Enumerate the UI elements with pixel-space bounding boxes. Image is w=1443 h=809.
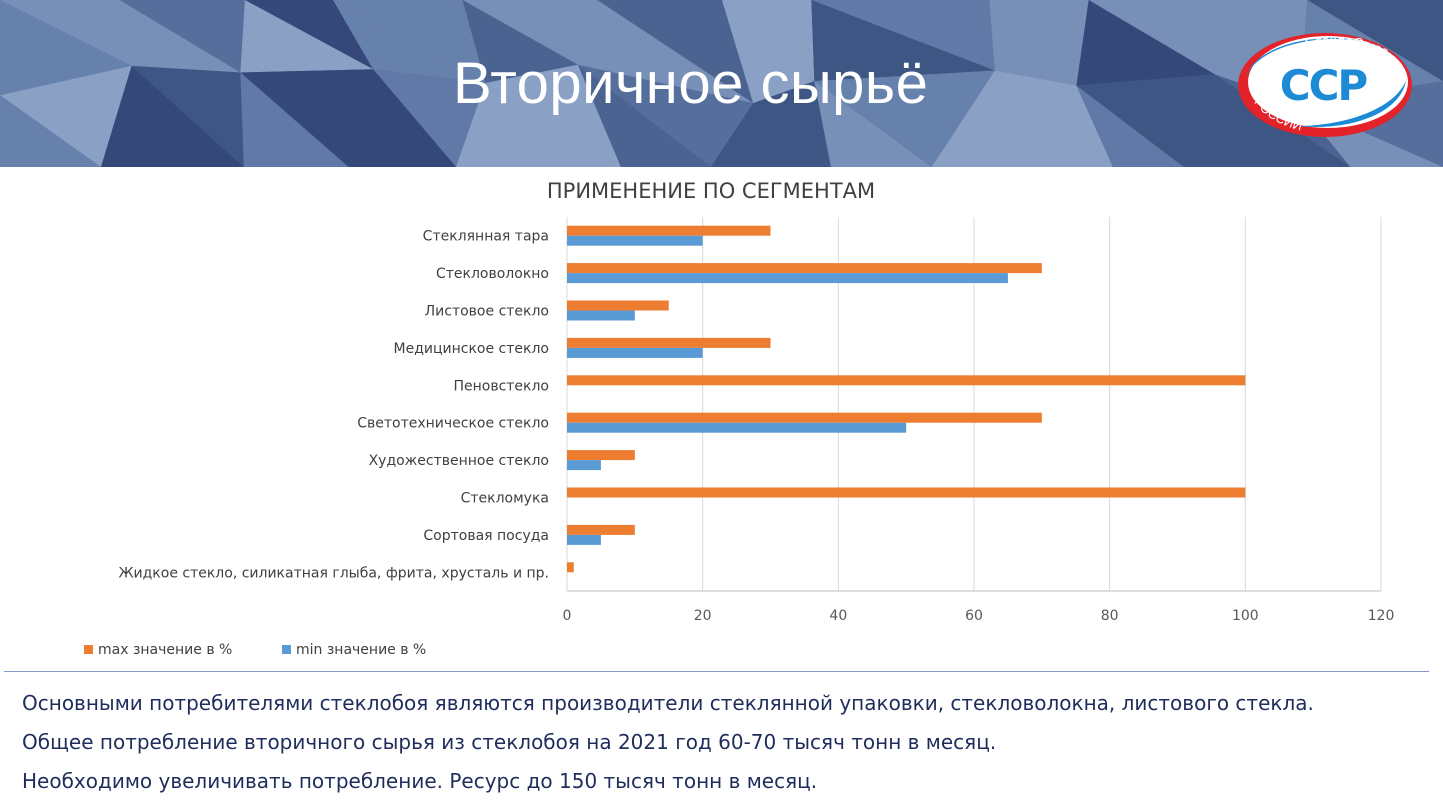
- category-label: Светотехническое стекло: [357, 416, 549, 432]
- chart-svg: ПРИМЕНЕНИЕ ПО СЕГМЕНТАМ 0 20 40 60 80 100 120 С…: [84, 179, 1395, 658]
- header-banner: Вторичное сырьё СтеклоСоюз РОССИИ ССР: [0, 0, 1443, 167]
- chart: ПРИМЕНЕНИЕ ПО СЕГМЕНТАМ 0 20 40 60 80 100 120 С…: [0, 167, 1443, 672]
- banner-facet: [1196, 0, 1299, 104]
- bar-min: [567, 422, 907, 433]
- steklosoyuz-logo: СтеклоСоюз РОССИИ ССР: [1236, 30, 1414, 140]
- x-tick-label: 0: [563, 608, 572, 624]
- banner-facet: [462, 0, 598, 65]
- legend-label: max значение в %: [98, 642, 232, 658]
- banner-facet: [240, 0, 374, 73]
- legend-label: min значение в %: [296, 642, 426, 658]
- bar-max: [567, 225, 771, 236]
- banner-facet: [456, 82, 621, 167]
- bar-max: [567, 337, 771, 348]
- banner-facet: [119, 0, 241, 73]
- bar-min: [567, 534, 601, 545]
- banner-facet: [333, 0, 486, 83]
- banner-facet: [462, 0, 578, 83]
- bar-min: [567, 273, 1008, 284]
- banner-facet: [597, 0, 754, 104]
- page-title: Вторичное сырьё: [453, 51, 929, 116]
- category-label: Стекловолокно: [436, 266, 549, 282]
- banner-facet: [577, 0, 754, 104]
- bar-max: [567, 487, 1246, 498]
- summary-line-3: Необходимо увеличивать потребление. Ресу…: [22, 769, 818, 793]
- banner-facet: [811, 0, 995, 82]
- banner-facet: [1076, 85, 1184, 167]
- summary-line-1: Основными потребителями стеклобоя являют…: [22, 691, 1314, 715]
- category-label: Сортовая посуда: [423, 528, 549, 544]
- banner-facet: [1076, 0, 1215, 86]
- divider: [4, 671, 1429, 672]
- x-tick-label: 20: [694, 608, 712, 624]
- category-label: Пеновстекло: [453, 378, 549, 394]
- banner-facet: [577, 64, 711, 167]
- banner-facet: [577, 64, 754, 167]
- bar-max: [567, 300, 669, 311]
- x-tick-label: 60: [965, 608, 983, 624]
- x-tick-label: 80: [1101, 608, 1119, 624]
- chart-title: ПРИМЕНЕНИЕ ПО СЕГМЕНТАМ: [547, 179, 875, 203]
- banner-facet: [753, 81, 831, 167]
- banner-facet: [989, 0, 1077, 86]
- svg-text:ССР: ССР: [1280, 61, 1368, 110]
- banner-facet: [485, 64, 621, 167]
- banner-facet: [1088, 0, 1215, 75]
- banner-facet: [0, 0, 132, 96]
- x-tick-label: 100: [1232, 608, 1259, 624]
- x-tick-label: 40: [829, 608, 847, 624]
- banner-facet: [0, 65, 132, 167]
- banner-facet: [931, 70, 1114, 167]
- summary-text: Основными потребителями стеклобоя являют…: [22, 686, 1314, 803]
- legend-swatch: [282, 645, 291, 654]
- banner-facet: [119, 0, 245, 73]
- banner-facet: [240, 69, 374, 167]
- banner-facet: [710, 103, 831, 167]
- category-label: Жидкое стекло, силикатная глыба, фрита, …: [118, 565, 549, 581]
- bar-max: [567, 450, 635, 461]
- summary-line-2: Общее потребление вторичного сырья из ст…: [22, 730, 997, 754]
- banner-facet: [244, 0, 374, 70]
- banner-facet: [994, 70, 1114, 167]
- category-label: Стеклянная тара: [423, 229, 549, 245]
- banner-facet: [721, 0, 815, 82]
- category-label: Художественное стекло: [369, 453, 549, 469]
- bar-max: [567, 375, 1246, 386]
- bar-min: [567, 460, 601, 471]
- bar-max: [567, 524, 635, 535]
- bar-max: [567, 562, 574, 573]
- bar-max: [567, 412, 1042, 423]
- banner-facet: [814, 70, 995, 167]
- category-label: Листовое стекло: [425, 304, 549, 320]
- bar-min: [567, 347, 703, 358]
- legend-swatch: [84, 645, 93, 654]
- banner-facet: [100, 65, 244, 167]
- category-label: Стекломука: [461, 491, 549, 507]
- bar-min: [567, 310, 635, 321]
- banner-facet: [240, 72, 349, 167]
- banner-facet: [989, 0, 1089, 86]
- banner-facet: [348, 69, 457, 167]
- x-tick-label: 120: [1368, 608, 1395, 624]
- bar-max: [567, 263, 1042, 274]
- banner-facet: [373, 69, 486, 167]
- bar-min: [567, 235, 703, 246]
- banner-facet: [1076, 74, 1215, 167]
- category-label: Медицинское стекло: [394, 341, 549, 357]
- banner-facet: [721, 0, 815, 104]
- banner-facet: [814, 81, 932, 167]
- banner-facet: [0, 95, 101, 167]
- banner-facet: [333, 0, 486, 83]
